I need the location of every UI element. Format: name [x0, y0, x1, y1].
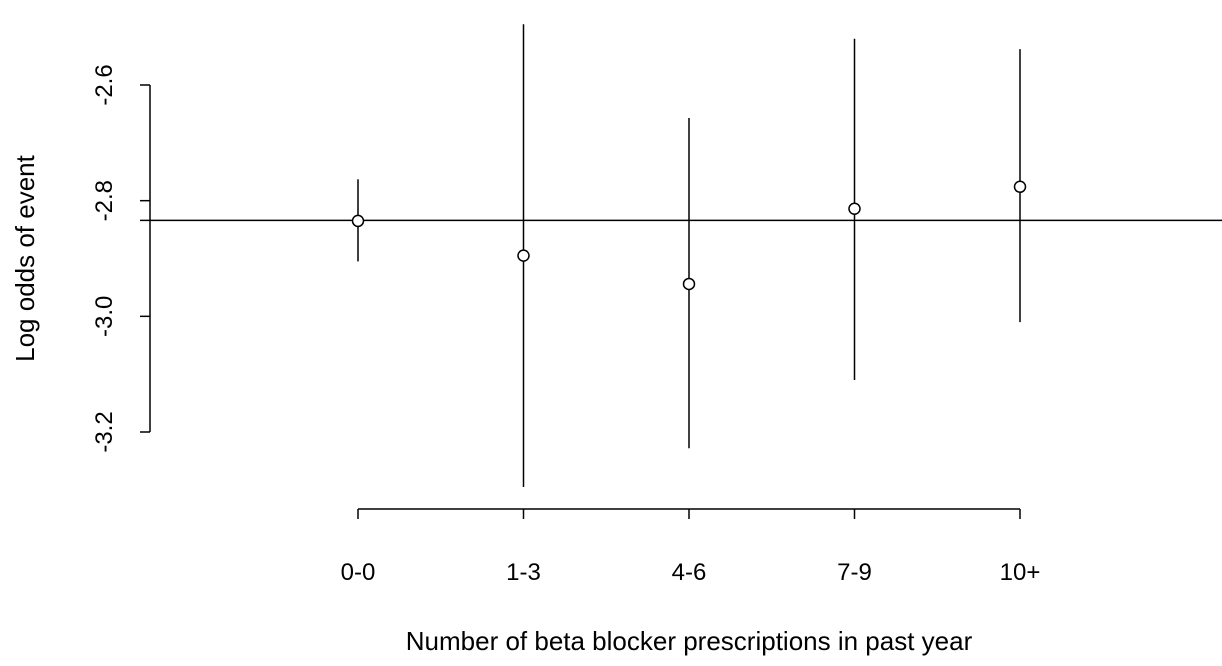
- y-tick-label: -3.2: [91, 411, 118, 452]
- data-point: [848, 202, 861, 216]
- y-axis-title: Log odds of event: [10, 154, 40, 361]
- data-point: [1013, 180, 1027, 194]
- x-tick-label: 1-3: [506, 559, 541, 586]
- x-axis-title: Number of beta blocker prescriptions in …: [406, 626, 973, 656]
- x-tick-label: 4-6: [672, 559, 707, 586]
- data-marks: [351, 24, 1027, 487]
- x-tick-label: 7-9: [837, 559, 872, 586]
- y-tick-label: -2.8: [91, 180, 118, 221]
- x-tick-label: 10+: [1000, 559, 1041, 586]
- data-point: [351, 214, 365, 228]
- y-tick-label: -3.0: [91, 296, 118, 337]
- data-point: [517, 249, 530, 262]
- data-point: [682, 277, 696, 291]
- x-tick-label: 0-0: [341, 559, 376, 586]
- y-tick-label: -2.6: [91, 64, 118, 105]
- y-axis: -2.6 -2.8 -3.0 -3.2: [91, 64, 151, 453]
- x-axis: 0-0 1-3 4-6 7-9 10+: [341, 508, 1041, 586]
